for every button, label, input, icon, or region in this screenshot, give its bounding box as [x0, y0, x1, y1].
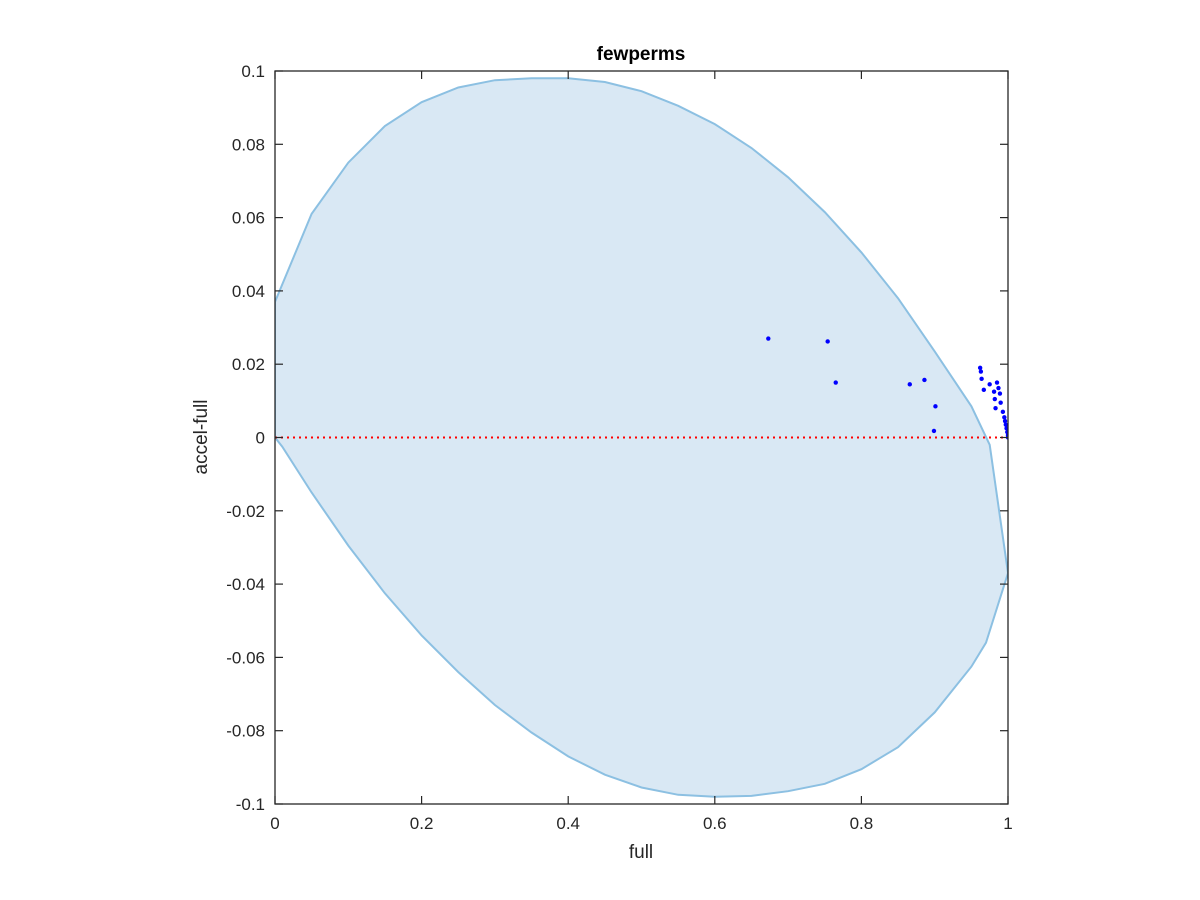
scatter-point [987, 382, 992, 387]
chart-title: fewperms [597, 44, 686, 65]
scatter-point [933, 404, 938, 409]
x-tick-label: 1 [1003, 814, 1012, 833]
x-tick-label: 0.6 [703, 814, 727, 833]
scatter-point [978, 369, 984, 374]
y-tick-label: -0.06 [226, 648, 265, 667]
scatter-point [825, 339, 830, 344]
x-axis-label: full [629, 842, 653, 863]
y-tick-label: 0.04 [232, 282, 265, 301]
scatter-point [1000, 409, 1006, 415]
scatter-point [1003, 422, 1008, 427]
scatter-point [981, 387, 987, 393]
scatter-point [979, 376, 984, 382]
y-tick-label: -0.02 [226, 502, 265, 521]
scatter-point [994, 380, 1000, 385]
scatter-point [907, 382, 912, 387]
y-tick-label: 0.1 [241, 62, 265, 81]
scatter-point [1002, 415, 1007, 420]
clipped-plot [275, 77, 1008, 798]
y-axis-label: accel-full [191, 400, 212, 475]
y-tick-label: 0 [256, 429, 265, 448]
y-tick-label: -0.1 [236, 795, 265, 814]
scatter-point [997, 391, 1003, 396]
y-tick-label: -0.04 [226, 575, 265, 594]
scatter-point [993, 405, 998, 411]
scatter-point [992, 396, 998, 402]
scatter-point [766, 336, 771, 341]
scatter-point [833, 380, 838, 385]
scatter-point [931, 428, 937, 434]
scatter-point [996, 385, 1001, 391]
x-tick-label: 0.2 [410, 814, 434, 833]
y-tick-label: -0.08 [226, 722, 265, 741]
y-tick-label: 0.02 [232, 355, 265, 374]
x-tick-label: 0.4 [556, 814, 580, 833]
axes: 0 0.2 0.4 0.6 0.8 1 -0.1 -0.08 -0.06 -0.04 -0.02 0 0… [226, 62, 1012, 833]
scatter-point [1002, 418, 1008, 424]
y-tick-label: 0.08 [232, 135, 265, 154]
y-tick-label: 0.06 [232, 209, 265, 228]
scatter-point [977, 365, 983, 371]
x-tick-label: 0.8 [850, 814, 874, 833]
scatter-point [991, 389, 997, 394]
x-tick-label: 0 [270, 814, 279, 833]
plot-area [275, 77, 1008, 798]
scatter-point [998, 400, 1003, 405]
scatter-point [1004, 426, 1008, 431]
scatter-point [922, 377, 927, 383]
